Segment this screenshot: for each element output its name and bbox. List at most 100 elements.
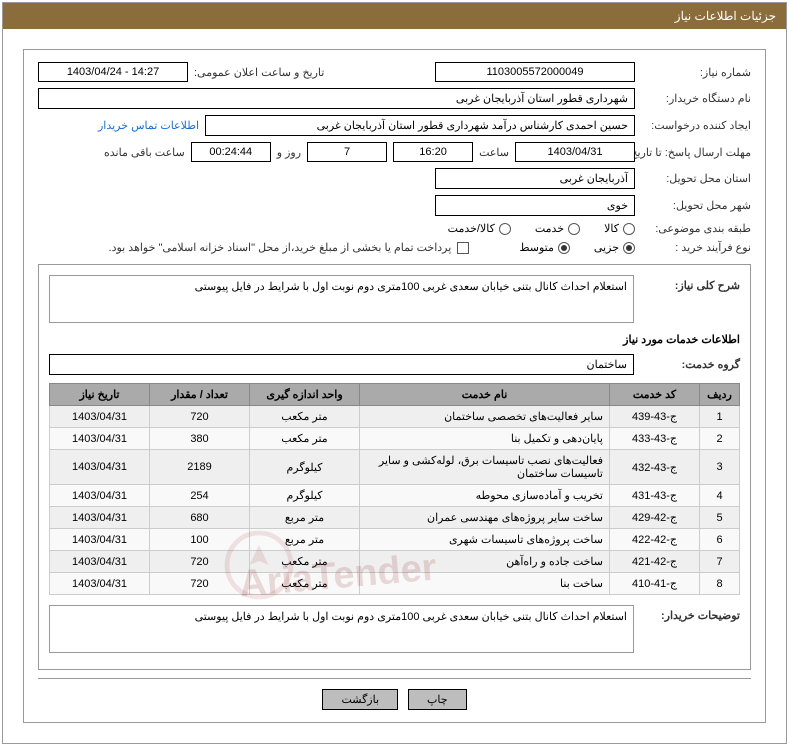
- subject-class-label: طبقه بندی موضوعی:: [641, 222, 751, 235]
- need-desc-text: استعلام احداث کانال بتنی خیابان سعدی غرب…: [49, 275, 634, 323]
- row-delivery-city: شهر محل تحویل: خوی: [38, 195, 751, 216]
- table-cell: 254: [150, 485, 250, 507]
- th-code: کد خدمت: [610, 384, 700, 406]
- button-row: چاپ بازگشت: [38, 678, 751, 710]
- th-date: تاریخ نیاز: [50, 384, 150, 406]
- table-row: 7ج-42-421ساخت جاده و راه‌آهنمتر مکعب7201…: [50, 551, 740, 573]
- services-table: ردیف کد خدمت نام خدمت واحد اندازه گیری ت…: [49, 383, 740, 595]
- table-row: 1ج-43-439سایر فعالیت‌های تخصصی ساختمانمت…: [50, 406, 740, 428]
- main-container: جزئیات اطلاعات نیاز شماره نیاز: 11030055…: [2, 2, 787, 744]
- row-service-group: گروه خدمت: ساختمان: [49, 354, 740, 375]
- radio-goods-circle: [623, 223, 635, 235]
- buyer-org-value: شهرداری قطور استان آذربایجان غربی: [38, 88, 635, 109]
- announce-label: تاریخ و ساعت اعلان عمومی:: [194, 66, 324, 79]
- delivery-city-value: خوی: [435, 195, 635, 216]
- table-cell: 1403/04/31: [50, 507, 150, 529]
- radio-partial-circle: [623, 242, 635, 254]
- row-need-desc: شرح کلی نیاز: استعلام احداث کانال بتنی خ…: [49, 275, 740, 323]
- table-cell: 1: [700, 406, 740, 428]
- requester-value: حسین احمدی کارشناس درآمد شهرداری قطور اس…: [205, 115, 635, 136]
- panel-title: جزئیات اطلاعات نیاز: [675, 9, 776, 23]
- table-cell: کیلوگرم: [250, 450, 360, 485]
- table-cell: 7: [700, 551, 740, 573]
- th-name: نام خدمت: [360, 384, 610, 406]
- need-number-value: 1103005572000049: [435, 62, 635, 82]
- table-body: 1ج-43-439سایر فعالیت‌های تخصصی ساختمانمت…: [50, 406, 740, 595]
- radio-service-label: خدمت: [535, 222, 564, 235]
- radio-goods-label: کالا: [604, 222, 619, 235]
- delivery-province-value: آذربایجان غربی: [435, 168, 635, 189]
- radio-medium[interactable]: متوسط: [519, 241, 570, 254]
- radio-goods-service[interactable]: کالا/خدمت: [448, 222, 511, 235]
- table-cell: کیلوگرم: [250, 485, 360, 507]
- table-row: 2ج-43-433پایان‌دهی و تکمیل بنامتر مکعب38…: [50, 428, 740, 450]
- table-cell: ج-42-421: [610, 551, 700, 573]
- delivery-city-label: شهر محل تحویل:: [641, 199, 751, 212]
- days-remaining: 7: [307, 142, 387, 162]
- table-header-row: ردیف کد خدمت نام خدمت واحد اندازه گیری ت…: [50, 384, 740, 406]
- buyer-contact-link[interactable]: اطلاعات تماس خریدار: [98, 119, 199, 132]
- row-purchase-type: نوع فرآیند خرید : جزیی متوسط پرداخت تمام…: [38, 241, 751, 254]
- table-cell: سایر فعالیت‌های تخصصی ساختمان: [360, 406, 610, 428]
- buyer-notes-text: استعلام احداث کانال بتنی خیابان سعدی غرب…: [49, 605, 634, 653]
- table-cell: 1403/04/31: [50, 406, 150, 428]
- remain-label: ساعت باقی مانده: [104, 146, 185, 159]
- table-cell: ساخت جاده و راه‌آهن: [360, 551, 610, 573]
- radio-medium-circle: [558, 242, 570, 254]
- row-deadline: مهلت ارسال پاسخ: تا تاریخ: 1403/04/31 سا…: [38, 142, 751, 162]
- table-row: 8ج-41-410ساخت بنامتر مکعب7201403/04/31: [50, 573, 740, 595]
- table-row: 3ج-43-432فعالیت‌های نصب تاسیسات برق، لول…: [50, 450, 740, 485]
- table-cell: فعالیت‌های نصب تاسیسات برق، لوله‌کشی و س…: [360, 450, 610, 485]
- table-cell: 2: [700, 428, 740, 450]
- table-cell: ج-42-429: [610, 507, 700, 529]
- table-cell: ساخت سایر پروژه‌های مهندسی عمران: [360, 507, 610, 529]
- table-row: 6ج-42-422ساخت پروژه‌های تاسیسات شهریمتر …: [50, 529, 740, 551]
- table-cell: ساخت پروژه‌های تاسیسات شهری: [360, 529, 610, 551]
- radio-partial[interactable]: جزیی: [594, 241, 635, 254]
- table-cell: 1403/04/31: [50, 551, 150, 573]
- table-cell: 2189: [150, 450, 250, 485]
- table-cell: 1403/04/31: [50, 485, 150, 507]
- panel-header: جزئیات اطلاعات نیاز: [3, 3, 786, 29]
- table-cell: 380: [150, 428, 250, 450]
- table-cell: ساخت بنا: [360, 573, 610, 595]
- table-cell: ج-43-431: [610, 485, 700, 507]
- table-cell: 6: [700, 529, 740, 551]
- radio-goods-service-circle: [499, 223, 511, 235]
- radio-goods[interactable]: کالا: [604, 222, 635, 235]
- table-cell: 3: [700, 450, 740, 485]
- table-cell: 5: [700, 507, 740, 529]
- deadline-time: 16:20: [393, 142, 473, 162]
- table-cell: متر مکعب: [250, 406, 360, 428]
- table-cell: 1403/04/31: [50, 573, 150, 595]
- th-index: ردیف: [700, 384, 740, 406]
- purchase-type-label: نوع فرآیند خرید :: [641, 241, 751, 254]
- row-subject-class: طبقه بندی موضوعی: کالا خدمت کالا/خدمت: [38, 222, 751, 235]
- radio-goods-service-label: کالا/خدمت: [448, 222, 495, 235]
- table-cell: 8: [700, 573, 740, 595]
- table-cell: 720: [150, 406, 250, 428]
- table-row: 4ج-43-431تخریب و آماده‌سازی محوطهکیلوگرم…: [50, 485, 740, 507]
- table-cell: 1403/04/31: [50, 529, 150, 551]
- services-info-title: اطلاعات خدمات مورد نیاز: [49, 333, 740, 346]
- deadline-date: 1403/04/31: [515, 142, 635, 162]
- row-need-number: شماره نیاز: 1103005572000049 تاریخ و ساع…: [38, 62, 751, 82]
- radio-service[interactable]: خدمت: [535, 222, 580, 235]
- table-row: 5ج-42-429ساخت سایر پروژه‌های مهندسی عمرا…: [50, 507, 740, 529]
- table-cell: ج-42-422: [610, 529, 700, 551]
- table-cell: ج-43-432: [610, 450, 700, 485]
- radio-medium-label: متوسط: [519, 241, 554, 254]
- table-cell: 4: [700, 485, 740, 507]
- table-cell: پایان‌دهی و تکمیل بنا: [360, 428, 610, 450]
- group-label: گروه خدمت:: [640, 358, 740, 371]
- details-panel: شماره نیاز: 1103005572000049 تاریخ و ساع…: [23, 49, 766, 723]
- days-label: روز و: [277, 146, 301, 159]
- sub-panel: AriaTender شرح کلی نیاز: استعلام احداث ک…: [38, 264, 751, 670]
- treasury-checkbox[interactable]: [457, 242, 469, 254]
- print-button[interactable]: چاپ: [408, 689, 467, 710]
- row-buyer-org: نام دستگاه خریدار: شهرداری قطور استان آذ…: [38, 88, 751, 109]
- need-desc-label: شرح کلی نیاز:: [640, 275, 740, 292]
- radio-partial-label: جزیی: [594, 241, 619, 254]
- back-button[interactable]: بازگشت: [322, 689, 398, 710]
- table-cell: ج-41-410: [610, 573, 700, 595]
